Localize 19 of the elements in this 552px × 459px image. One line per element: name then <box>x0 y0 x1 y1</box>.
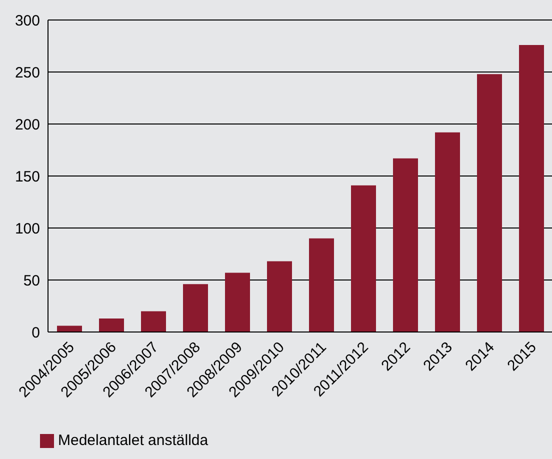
bar <box>225 272 250 332</box>
y-tick-label: 50 <box>23 272 40 290</box>
y-tick-label: 250 <box>14 64 40 82</box>
bar <box>519 44 544 332</box>
bar <box>351 185 376 332</box>
bar <box>435 132 460 332</box>
bar <box>393 158 418 332</box>
y-tick-label: 150 <box>14 168 40 186</box>
bar <box>267 261 292 332</box>
bar <box>99 318 124 332</box>
legend-label: Medelantalet anställda <box>58 432 208 449</box>
bar <box>183 284 208 332</box>
y-tick-label: 0 <box>32 324 40 342</box>
bar <box>309 238 334 332</box>
y-tick-label: 200 <box>14 116 40 134</box>
bar <box>477 74 502 332</box>
bar <box>141 311 166 332</box>
y-tick-label: 100 <box>14 220 40 238</box>
y-tick-label: 300 <box>14 12 40 30</box>
